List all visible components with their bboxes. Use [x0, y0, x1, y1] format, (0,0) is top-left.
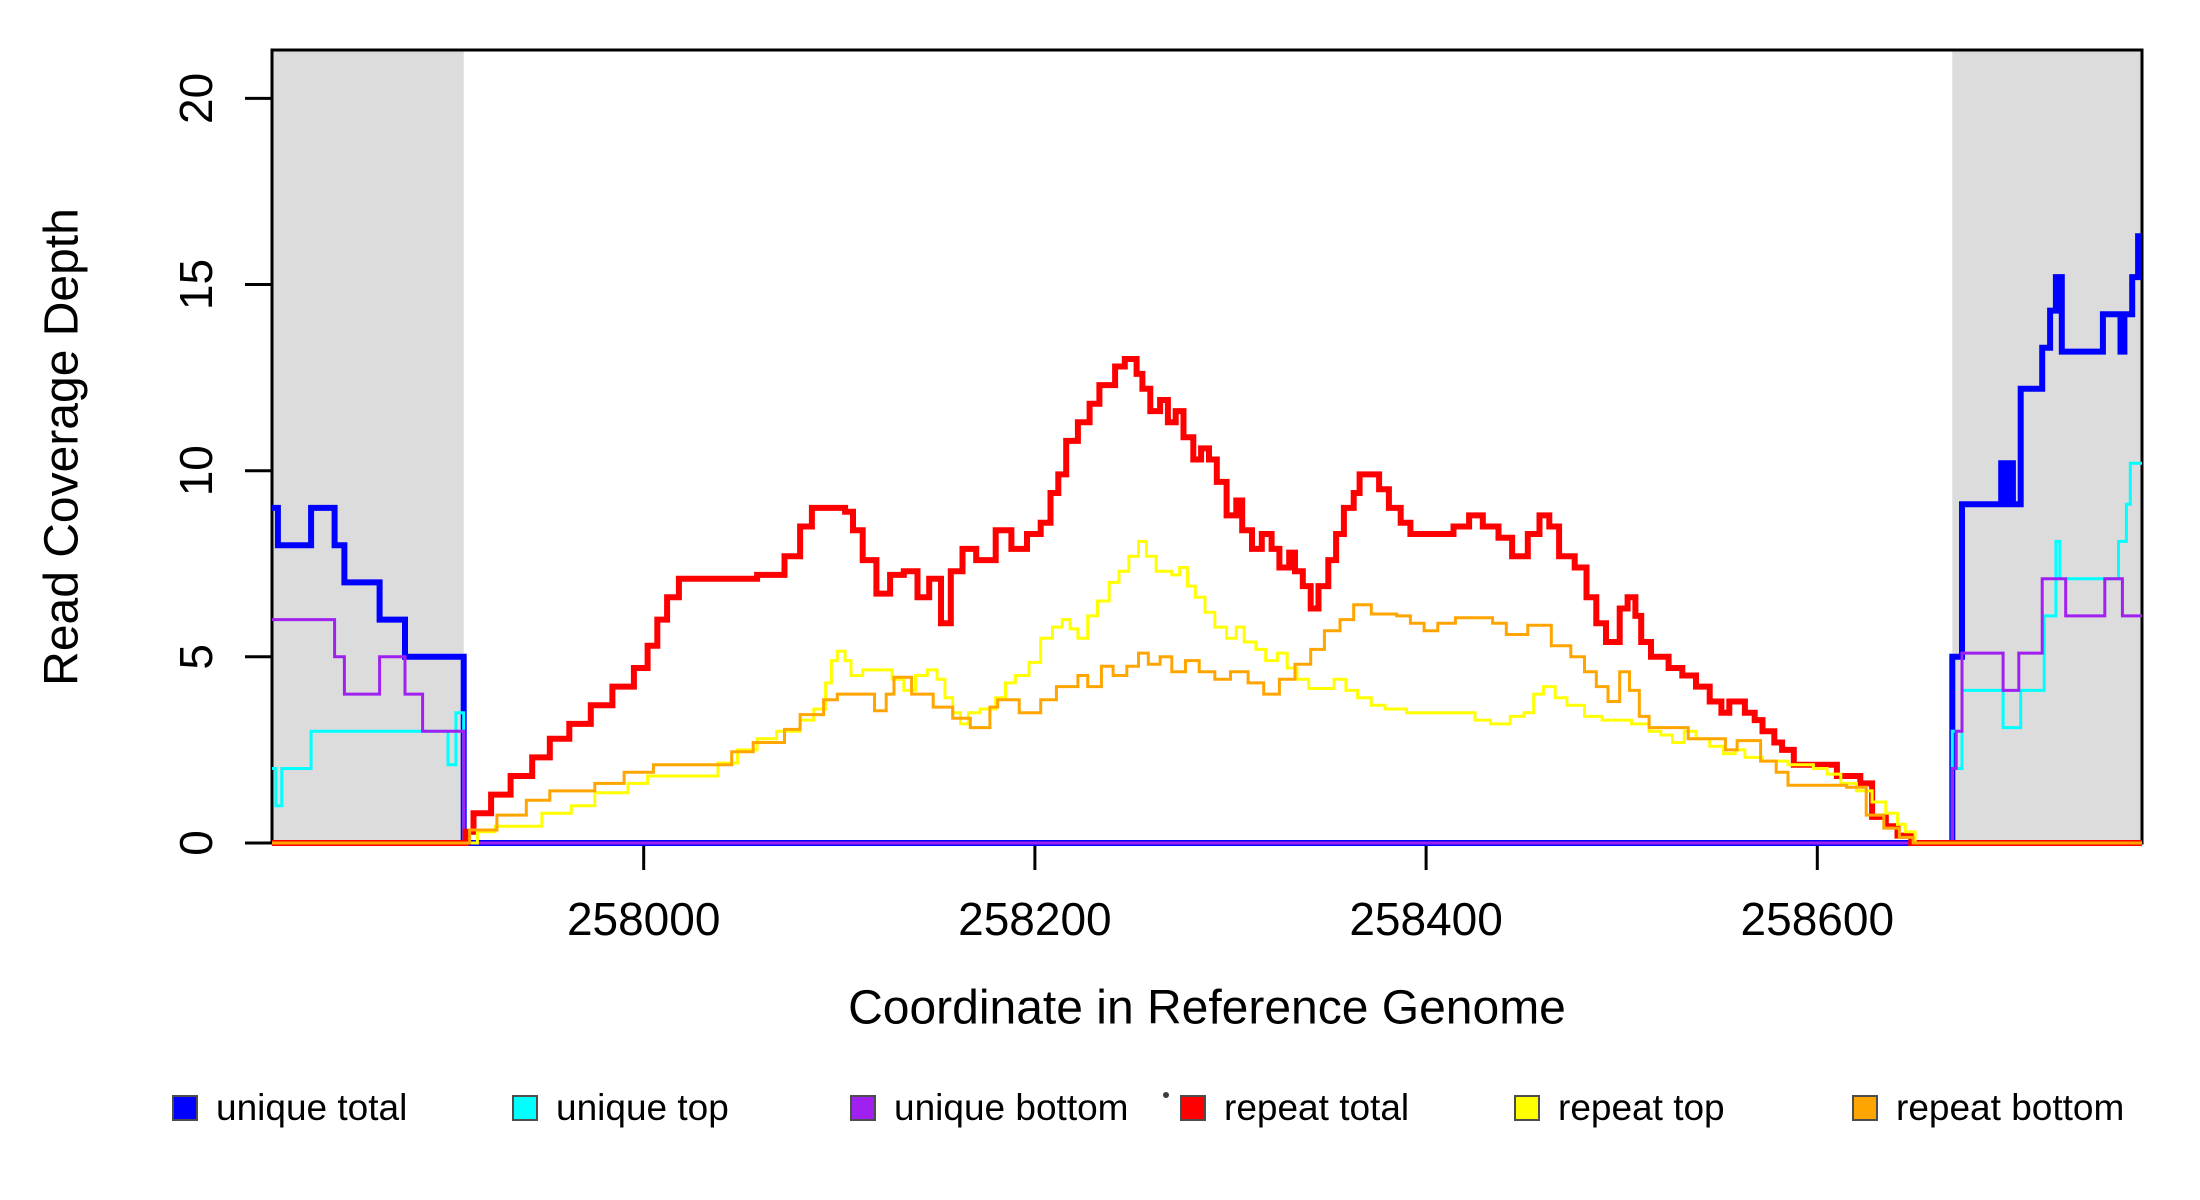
x-tick-label: 258000	[567, 893, 721, 945]
legend-swatch-repeat-top	[1514, 1095, 1540, 1121]
series-repeat-top-line	[272, 539, 2142, 845]
legend-swatch-repeat-bottom	[1852, 1095, 1878, 1121]
x-tick-label: 258200	[958, 893, 1112, 945]
series-repeat-total-line	[272, 356, 2142, 846]
y-tick-label: 0	[170, 830, 222, 856]
legend-label: repeat bottom	[1896, 1087, 2125, 1128]
legend-swatch-unique-total	[172, 1095, 198, 1121]
legend-label: repeat top	[1558, 1087, 1725, 1128]
x-axis-title: Coordinate in Reference Genome	[848, 981, 1566, 1035]
legend-entry-repeat-top: repeat top	[1514, 1086, 1725, 1130]
shaded-region-0	[272, 50, 464, 843]
y-tick-label: 10	[170, 445, 222, 496]
legend-label: repeat total	[1224, 1087, 1410, 1128]
y-tick-label: 5	[170, 644, 222, 670]
series-unique-bottom-line	[272, 577, 2142, 845]
shaded-region-1	[1952, 50, 2142, 843]
legend-entry-unique-top: unique top	[512, 1086, 729, 1130]
coverage-chart-canvas: 258000 258200 258400 258600 0 5 10 15 20	[170, 48, 2144, 945]
x-tick-label: 258400	[1349, 893, 1503, 945]
series-repeat-bottom-line	[272, 603, 2142, 845]
legend-swatch-repeat-total	[1180, 1095, 1206, 1121]
legend-entry-unique-bottom: unique bottom	[850, 1086, 1129, 1130]
legend-label: unique total	[216, 1087, 408, 1128]
legend-swatch-unique-bottom	[850, 1095, 876, 1121]
y-tick-label: 15	[170, 259, 222, 310]
x-tick-label: 258600	[1741, 893, 1895, 945]
legend-label: unique top	[556, 1087, 729, 1128]
legend-entry-repeat-bottom: repeat bottom	[1852, 1086, 2124, 1130]
series-unique-total-line	[272, 233, 2142, 846]
legend-entry-repeat-total: repeat total	[1180, 1086, 1409, 1130]
legend-entry-unique-total: unique total	[172, 1086, 407, 1130]
legend-label: unique bottom	[894, 1087, 1129, 1128]
y-axis-title: Read Coverage Depth	[35, 208, 89, 686]
stray-dot-mark	[1163, 1092, 1169, 1098]
y-tick-label: 20	[170, 73, 222, 124]
legend-swatch-unique-top	[512, 1095, 538, 1121]
